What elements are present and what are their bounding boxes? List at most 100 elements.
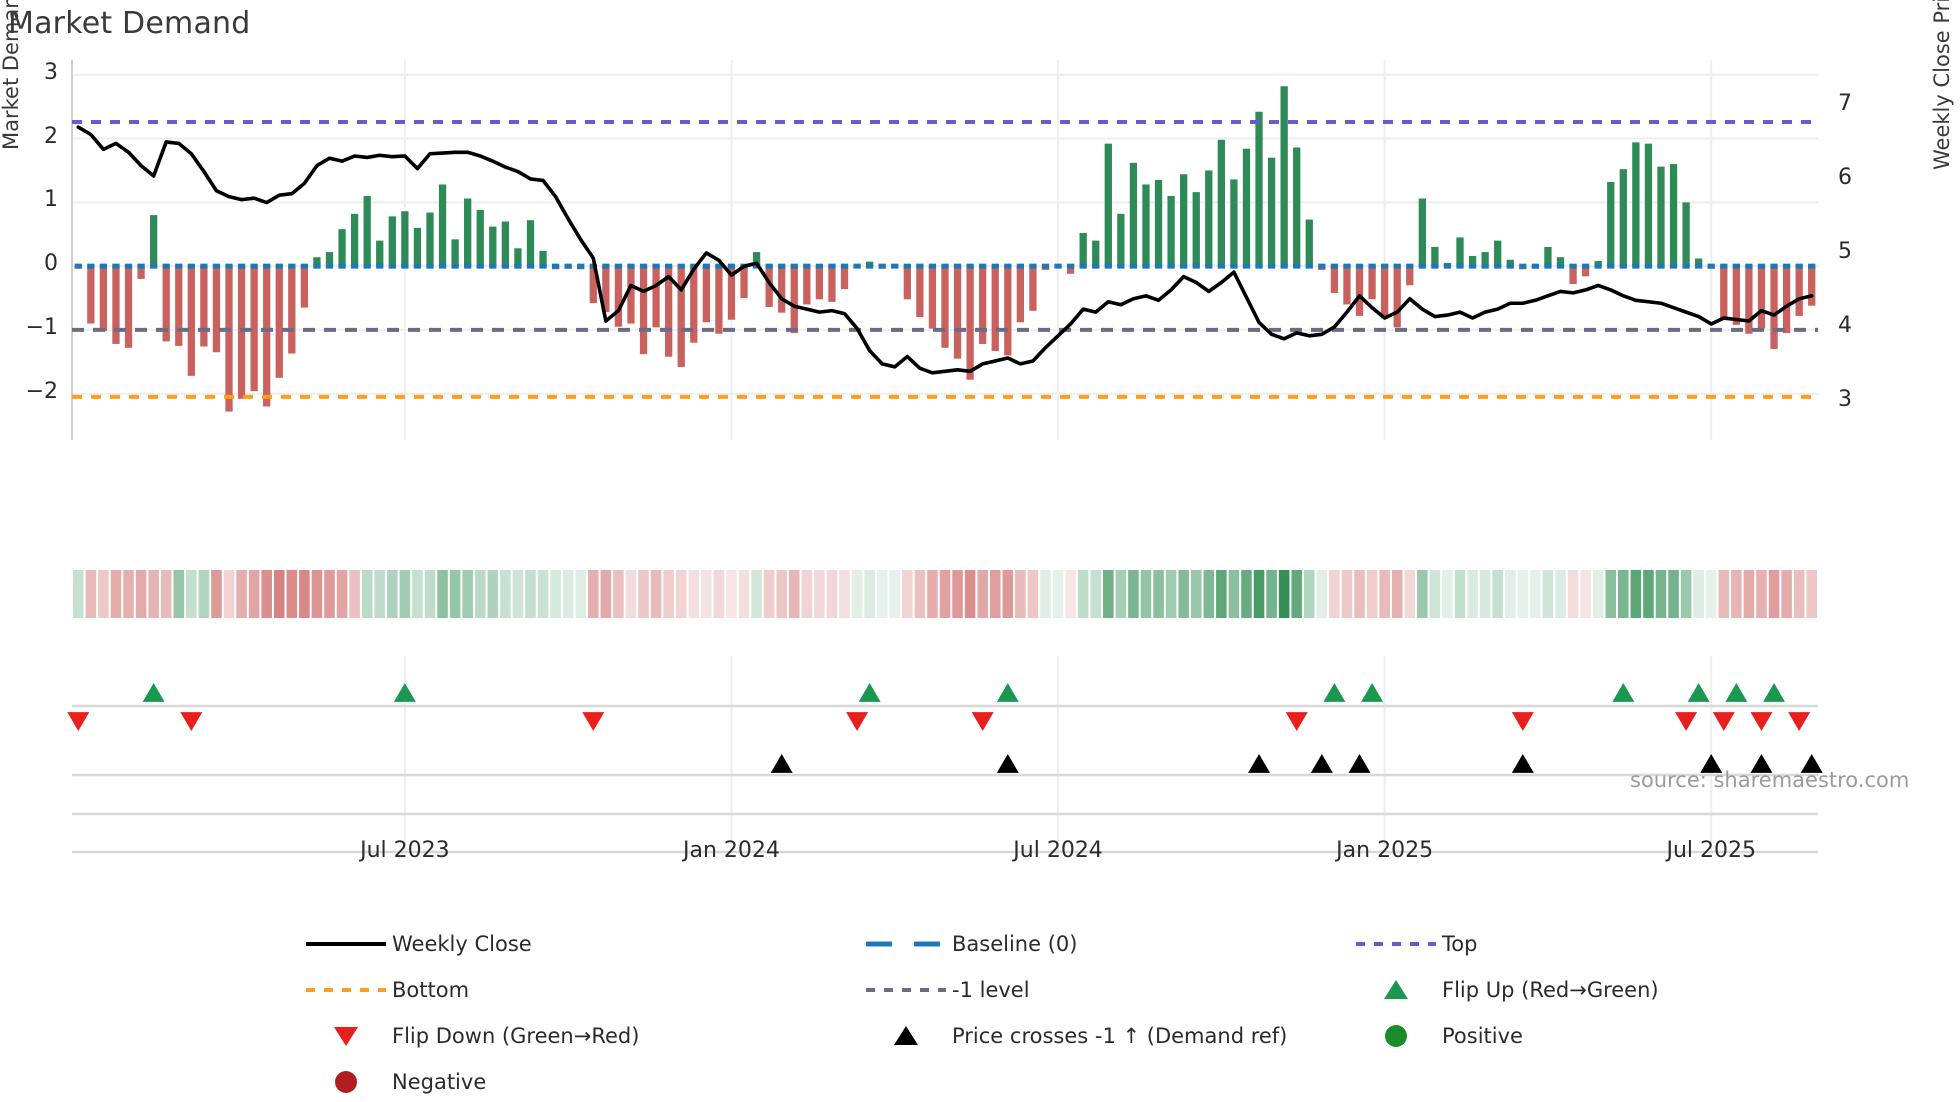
demand-bar <box>1657 166 1665 267</box>
legend-spacer <box>860 1063 1350 1101</box>
demand-bar <box>187 266 195 376</box>
demand-bar <box>175 266 183 346</box>
demand-bar <box>1720 266 1728 320</box>
demand-bar <box>313 257 321 267</box>
heatmap-cell <box>1504 570 1516 618</box>
heatmap-cell <box>474 570 486 618</box>
heatmap-cell <box>638 570 649 618</box>
heatmap-cell <box>85 570 97 618</box>
flip-down-marker <box>1750 712 1773 731</box>
plot-canvas <box>67 60 1823 854</box>
demand-bar <box>426 212 434 267</box>
legend-item[interactable]: Flip Up (Red→Green) <box>1350 971 1850 1009</box>
demand-bar <box>752 252 761 267</box>
heatmap-cell <box>248 570 260 618</box>
legend-item[interactable]: Flip Down (Green→Red) <box>300 1017 860 1055</box>
legend-label: Top <box>1442 932 1478 956</box>
legend-label: -1 level <box>952 978 1030 1002</box>
flip-up-marker <box>393 683 416 702</box>
legend-item[interactable]: -1 level <box>860 971 1350 1009</box>
legend-label: Positive <box>1442 1024 1523 1048</box>
legend-item[interactable]: Price crosses -1 ↑ (Demand ref) <box>860 1017 1350 1055</box>
chart-legend: Weekly Close Baseline (0) Top Bottom -1 leve… <box>0 925 1960 1101</box>
legend-symbol <box>300 977 392 1003</box>
x-tick: Jul 2023 <box>360 838 450 863</box>
heatmap-cell <box>562 570 574 618</box>
flip-up-marker <box>1687 683 1710 702</box>
heatmap-cell <box>1065 570 1076 618</box>
heatmap-cell <box>98 570 109 618</box>
demand-bar <box>489 226 497 267</box>
demand-bar <box>966 266 974 380</box>
heatmap-cell <box>349 570 360 618</box>
heatmap-cell <box>864 570 875 618</box>
legend-item[interactable]: Bottom <box>300 971 860 1009</box>
heatmap-cell <box>550 570 561 618</box>
demand-bar <box>526 220 535 267</box>
demand-bar <box>300 266 309 308</box>
legend-label: Weekly Close <box>392 932 532 956</box>
dashed-line-thick-icon <box>866 941 946 947</box>
heatmap-cell <box>1203 570 1215 618</box>
legend-label: Price crosses -1 ↑ (Demand ref) <box>952 1024 1288 1048</box>
legend-item[interactable]: Positive <box>1350 1017 1850 1055</box>
demand-bar <box>237 266 246 399</box>
heatmap-cell <box>186 570 197 618</box>
heatmap-cell <box>613 570 624 618</box>
legend-symbol <box>300 1069 392 1095</box>
heatmap-cell <box>588 570 599 618</box>
demand-bar <box>903 266 911 300</box>
y-tick-left: 2 <box>44 123 58 149</box>
heatmap-cell <box>1429 570 1441 618</box>
heatmap-cell <box>1693 570 1704 618</box>
circle-icon <box>1385 1025 1407 1047</box>
heatmap-cell <box>1668 570 1679 618</box>
demand-bar <box>953 266 962 359</box>
demand-bar <box>388 216 396 267</box>
heatmap-cell <box>763 570 775 618</box>
flip-down-marker <box>1675 712 1698 731</box>
heatmap-cell <box>1052 570 1064 618</box>
demand-bar <box>1117 213 1125 267</box>
demand-bar <box>1267 157 1276 267</box>
heatmap-cell <box>1329 570 1340 618</box>
demand-bar <box>1154 180 1163 267</box>
demand-bar <box>1104 143 1112 267</box>
heatmap-cell <box>1618 570 1629 618</box>
demand-bar <box>1217 139 1225 267</box>
flip-down-marker <box>1285 712 1308 731</box>
legend-item[interactable]: Negative <box>300 1063 860 1101</box>
demand-bar <box>665 266 673 357</box>
heatmap-cell <box>1153 570 1164 618</box>
demand-bar <box>1029 266 1037 311</box>
demand-bar <box>288 266 296 354</box>
legend-item[interactable]: Top <box>1350 925 1850 963</box>
heatmap-cell <box>236 570 247 618</box>
flip-up-marker <box>996 683 1019 702</box>
heatmap-cell <box>437 570 448 618</box>
demand-bar <box>112 266 120 344</box>
legend-item[interactable]: Baseline (0) <box>860 925 1350 963</box>
flip-up-marker <box>1323 683 1346 702</box>
heatmap-cell <box>1592 570 1604 618</box>
demand-bar <box>501 221 510 267</box>
demand-bar <box>451 239 459 267</box>
demand-bar <box>916 266 924 318</box>
heatmap-cell <box>839 570 850 618</box>
heatmap-cell <box>123 570 134 618</box>
heatmap-cell <box>399 570 411 618</box>
demand-bar <box>1418 198 1426 267</box>
flip-down-marker <box>180 712 203 731</box>
demand-bar <box>1092 240 1100 267</box>
heatmap-cell <box>1140 570 1152 618</box>
demand-bar <box>1380 266 1389 319</box>
demand-bar <box>790 266 798 334</box>
heatmap-cell <box>1454 570 1466 618</box>
demand-bar <box>1393 266 1401 328</box>
demand-bar <box>1644 143 1653 267</box>
demand-bar <box>1079 232 1087 267</box>
legend-item[interactable]: Weekly Close <box>300 925 860 963</box>
heatmap-cell <box>311 570 323 618</box>
heatmap-cell <box>1077 570 1089 618</box>
